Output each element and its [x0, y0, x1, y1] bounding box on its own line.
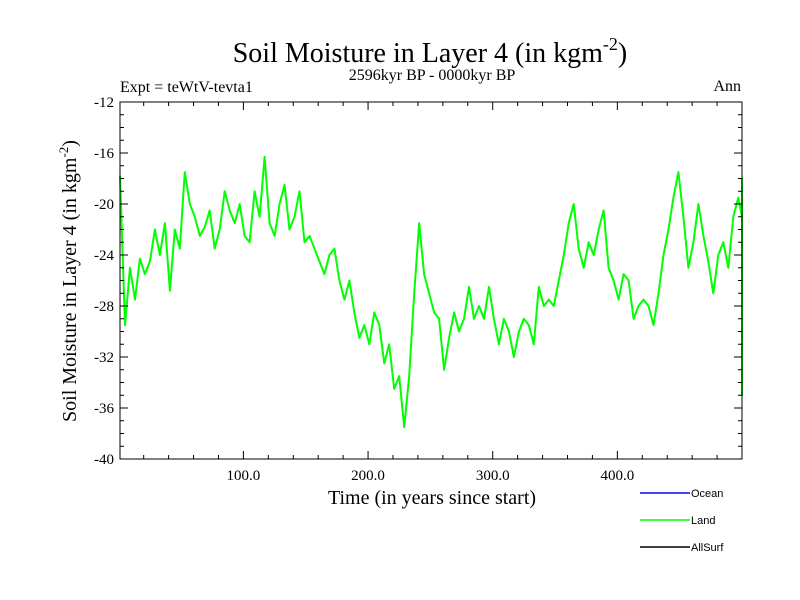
y-tick-label: -32 [94, 350, 114, 366]
chart-subtitle: 2596kyr BP - 0000kyr BP [349, 67, 516, 84]
legend: Ocean Land AllSurf [640, 488, 724, 554]
axis-ticks [120, 101, 742, 460]
y-tick-label: -12 [94, 95, 114, 111]
legend-label-ocean: Ocean [691, 488, 723, 500]
plot-frame [119, 101, 743, 460]
y-tick-label: -36 [94, 401, 114, 417]
y-tick-label: -16 [94, 146, 114, 162]
x-tick-label: 100.0 [227, 468, 261, 484]
x-tick-label: 400.0 [600, 468, 634, 484]
y-axis-label: Soil Moisture in Layer 4 (in kgm-2) [56, 140, 81, 422]
y-tick-label: -28 [94, 299, 114, 315]
x-tick-label: 200.0 [351, 468, 385, 484]
y-tick-label: -20 [94, 197, 114, 213]
axis-tick-labels: -12 -16 -20 -24 -28 -32 -36 -40 100.0 200.0 300.0 4… [94, 95, 634, 484]
expt-label: Expt = teWtV-tevta1 [120, 79, 253, 96]
x-axis-label: Time (in years since start) [328, 487, 536, 509]
season-label: Ann [713, 78, 741, 95]
series-line-land [119, 155, 743, 429]
x-tick-label: 300.0 [476, 468, 510, 484]
legend-label-land: Land [691, 515, 715, 527]
legend-label-allsurf: AllSurf [691, 542, 724, 554]
y-tick-label: -24 [94, 248, 114, 264]
chart-title: Soil Moisture in Layer 4 (in kgm-2) [233, 34, 628, 69]
y-tick-label: -40 [94, 452, 114, 468]
